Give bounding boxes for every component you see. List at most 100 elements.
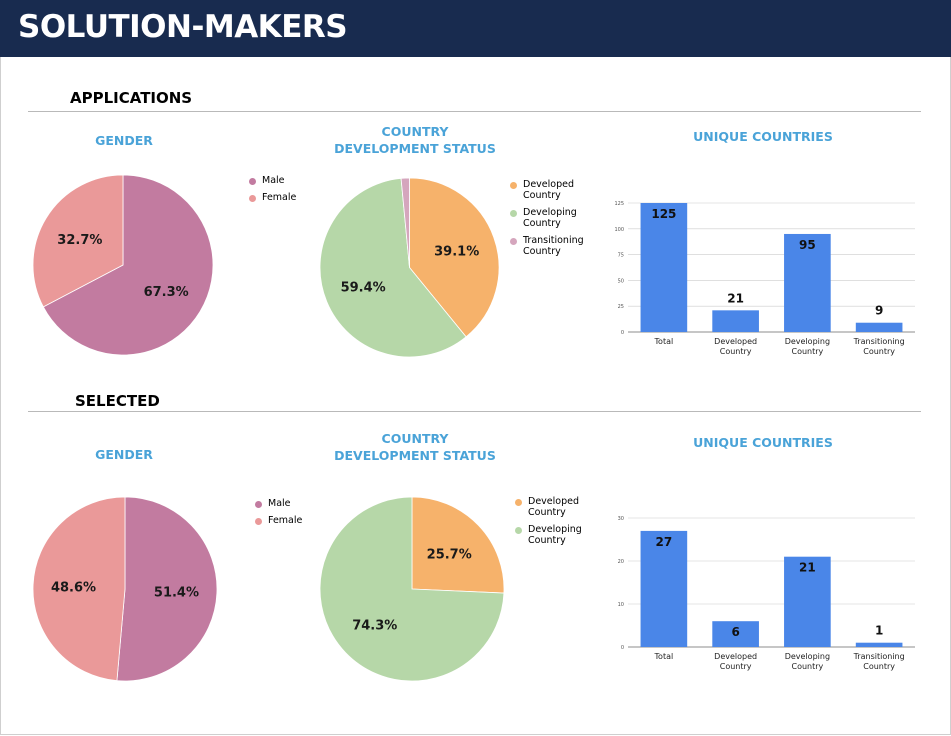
- x-tick-label: Developing: [785, 337, 830, 346]
- y-tick-label: 125: [614, 201, 624, 207]
- bar-value-label: 125: [651, 207, 676, 221]
- legend-label-male: Male: [262, 175, 285, 186]
- legend-swatch-developing: [515, 527, 522, 534]
- chart-title-country-status: COUNTRY DEVELOPMENT STATUS: [325, 123, 505, 157]
- legend-label-developing-2: Country: [528, 535, 566, 546]
- legend-label-male: Male: [268, 498, 291, 509]
- bar-value-label: 21: [727, 291, 744, 305]
- pie-chart-country-selected: 25.7% 74.3%: [319, 496, 505, 682]
- legend-label-developing: Developing: [523, 207, 577, 218]
- bar-developed-country: [712, 310, 759, 332]
- legend-label-developing: Developing: [528, 524, 582, 535]
- x-tick-label: Country: [863, 662, 895, 671]
- legend-country-applications: Developed Country Developing Country Trans…: [510, 179, 584, 263]
- bar-value-label: 21: [799, 561, 816, 575]
- chart-title-line: DEVELOPMENT STATUS: [334, 448, 496, 463]
- legend-swatch-transitioning: [510, 238, 517, 245]
- pie-slice-developing-country: [319, 177, 467, 358]
- x-tick-label: Developed: [714, 337, 757, 346]
- bar-value-label: 9: [875, 304, 883, 318]
- bar-total: [640, 203, 688, 332]
- y-tick-label: 0: [621, 645, 624, 651]
- legend-country-selected: Developed Country Developing Country: [515, 496, 582, 552]
- chart-title-line: DEVELOPMENT STATUS: [334, 141, 496, 156]
- pie-slice-developing-country: [319, 496, 505, 682]
- legend-swatch-developing: [510, 210, 517, 217]
- pie-slice-transitioning-country: [400, 177, 410, 268]
- legend-gender-applications: Male Female: [249, 175, 296, 209]
- legend-swatch-developed: [510, 182, 517, 189]
- x-tick-label: Country: [791, 662, 823, 671]
- legend-label-developed: Developed: [528, 496, 579, 507]
- pie-label-developing-country: 59.4%: [341, 281, 386, 296]
- legend-label-developed-2: Country: [528, 507, 566, 518]
- bar-value-label: 95: [799, 238, 816, 252]
- pie-slice-developed-country: [411, 496, 505, 594]
- pie-label-male: 51.4%: [154, 585, 199, 600]
- bar-chart-unique-selected: 010203027Total6DevelopedCountry21Develop…: [618, 516, 915, 671]
- legend-label-developing-2: Country: [523, 218, 561, 229]
- legend-label-female: Female: [262, 192, 297, 203]
- legend-swatch-female: [255, 518, 262, 525]
- x-tick-label: Country: [791, 347, 823, 356]
- bar-chart-unique-applications: 0255075100125125Total21DevelopedCountry9…: [614, 201, 915, 356]
- y-tick-label: 10: [618, 602, 624, 608]
- page-title: SOLUTION-MAKERS: [18, 9, 348, 45]
- section-title-selected: SELECTED: [75, 392, 160, 410]
- pie-chart-gender-selected: 51.4% 48.6%: [32, 496, 218, 682]
- legend-swatch-female: [249, 195, 256, 202]
- legend-swatch-male: [255, 501, 262, 508]
- legend-label-developed-2: Country: [523, 190, 561, 201]
- x-tick-label: Country: [720, 662, 752, 671]
- chart-title-unique-countries: UNIQUE COUNTRIES: [693, 435, 833, 450]
- y-tick-label: 75: [618, 253, 624, 259]
- x-tick-label: Country: [720, 347, 752, 356]
- pie-chart-country-applications: 39.1% 59.4%: [319, 177, 500, 358]
- legend-label-transitioning-2: Country: [523, 246, 561, 257]
- pie-label-female: 32.7%: [57, 233, 102, 248]
- chart-title-unique-countries: UNIQUE COUNTRIES: [693, 129, 833, 144]
- bar-developing-country: [784, 233, 831, 332]
- x-tick-label: Total: [654, 337, 674, 346]
- y-tick-label: 20: [618, 559, 624, 565]
- legend-swatch-developed: [515, 499, 522, 506]
- chart-title-gender: GENDER: [95, 133, 153, 148]
- bar-value-label: 27: [656, 535, 673, 549]
- legend-label-transitioning: Transitioning: [523, 235, 584, 246]
- legend-label-female: Female: [268, 515, 303, 526]
- x-tick-label: Transitioning: [853, 337, 905, 346]
- pie-label-female: 48.6%: [51, 581, 96, 596]
- bar-developed-country: [712, 621, 759, 647]
- pie-slice-developed-country: [409, 177, 500, 338]
- x-tick-label: Developing: [785, 652, 830, 661]
- pie-label-developed-country: 39.1%: [434, 245, 479, 260]
- header-bar: SOLUTION-MAKERS: [0, 0, 951, 57]
- pie-chart-gender-applications: 67.3% 32.7%: [32, 174, 214, 356]
- y-tick-label: 0: [621, 330, 624, 336]
- x-tick-label: Total: [654, 652, 674, 661]
- chart-title-line: COUNTRY: [381, 431, 449, 446]
- y-tick-label: 50: [618, 278, 624, 284]
- section-divider: [28, 111, 921, 112]
- bar-value-label: 6: [731, 625, 739, 639]
- chart-title-line: COUNTRY: [381, 124, 449, 139]
- pie-slice-female: [32, 174, 124, 308]
- legend-label-developed: Developed: [523, 179, 574, 190]
- chart-title-country-status: COUNTRY DEVELOPMENT STATUS: [325, 430, 505, 464]
- pie-label-male: 67.3%: [144, 285, 189, 300]
- bar-transitioning-country: [855, 642, 903, 647]
- pie-slice-female: [32, 496, 126, 682]
- x-tick-label: Developed: [714, 652, 757, 661]
- y-tick-label: 100: [614, 227, 624, 233]
- chart-title-gender: GENDER: [95, 447, 153, 462]
- x-tick-label: Country: [863, 347, 895, 356]
- bar-value-label: 1: [875, 624, 883, 638]
- y-tick-label: 30: [618, 516, 624, 522]
- section-title-applications: APPLICATIONS: [70, 89, 193, 107]
- pie-label-developing-country: 74.3%: [352, 619, 397, 634]
- section-divider: [28, 411, 921, 412]
- bar-transitioning-country: [855, 322, 903, 332]
- x-tick-label: Transitioning: [853, 652, 905, 661]
- bar-total: [640, 530, 688, 647]
- pie-slice-male: [42, 174, 214, 356]
